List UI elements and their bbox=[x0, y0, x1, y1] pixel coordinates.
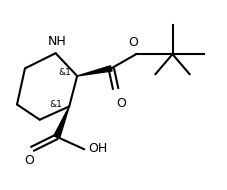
Text: O: O bbox=[128, 36, 138, 49]
Polygon shape bbox=[54, 106, 69, 138]
Text: OH: OH bbox=[88, 142, 107, 155]
Text: NH: NH bbox=[47, 35, 66, 48]
Text: &1: &1 bbox=[58, 68, 71, 77]
Text: O: O bbox=[24, 154, 34, 167]
Polygon shape bbox=[77, 66, 112, 76]
Text: O: O bbox=[116, 97, 126, 110]
Text: &1: &1 bbox=[50, 100, 63, 109]
